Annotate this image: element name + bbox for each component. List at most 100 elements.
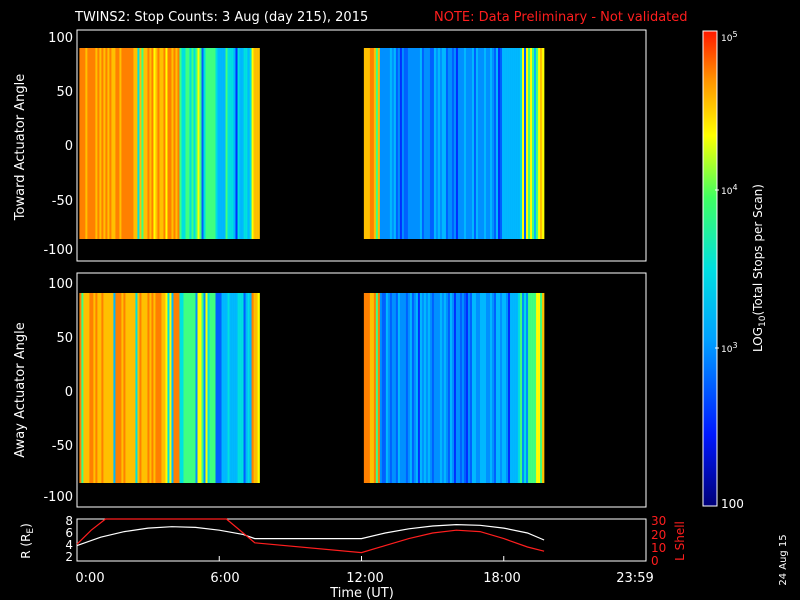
heatmap-cell <box>445 293 449 483</box>
heatmap-cell <box>145 293 148 483</box>
heatmap-cell <box>421 48 425 239</box>
heatmap-cell <box>481 293 485 483</box>
heatmap-cell <box>93 48 96 239</box>
heatmap-cell <box>133 293 136 483</box>
heatmap-cell <box>209 293 212 483</box>
heatmap-cell <box>512 48 515 239</box>
heatmap-cell <box>219 293 222 483</box>
heatmap-cell <box>235 293 238 483</box>
heatmap-cell <box>163 48 166 239</box>
heatmap-cell <box>229 48 232 239</box>
heatmap-cell <box>209 48 212 239</box>
heatmap-cell <box>117 48 120 239</box>
heatmap-cell <box>155 293 158 483</box>
heatmap-cell <box>181 48 184 239</box>
heatmap-cell <box>496 48 499 239</box>
heatmap-cell <box>427 48 431 239</box>
heatmap-cell <box>504 48 507 239</box>
heatmap-cell <box>191 293 194 483</box>
heatmap-cell <box>91 293 94 483</box>
heatmap-cell <box>239 293 242 483</box>
heatmap-cell <box>211 293 214 483</box>
xtick-label: 0:00 <box>75 571 104 586</box>
heatmap-cell <box>241 293 244 483</box>
colorbar-label-sub: 10 <box>758 315 768 327</box>
heatmap-cell <box>514 48 517 239</box>
heatmap-cell <box>195 48 198 239</box>
r-axis-label-main: R (R <box>19 534 33 559</box>
heatmap-cell <box>401 48 405 239</box>
chart-title: TWINS2: Stop Counts: 3 Aug (day 215), 20… <box>74 10 368 25</box>
date-stamp: 24 Aug 15 <box>778 534 789 585</box>
heatmap-cell <box>123 48 126 239</box>
ytick-label: 50 <box>56 85 73 100</box>
heatmap-cell <box>187 293 190 483</box>
heatmap-cell <box>449 48 453 239</box>
heatmap-cell <box>425 48 429 239</box>
ytick-label: 4 <box>65 538 73 552</box>
heatmap-cell <box>425 293 429 483</box>
ytick-label-right: 10 <box>651 541 666 555</box>
heatmap-cell <box>143 293 146 483</box>
heatmap-cell <box>127 48 130 239</box>
heatmap-cell <box>526 293 529 483</box>
heatmap-cell <box>141 293 144 483</box>
heatmap-cell <box>516 48 519 239</box>
heatmap-cell <box>542 48 545 239</box>
heatmap-cell <box>540 293 543 483</box>
heatmap-cell <box>181 293 184 483</box>
ytick-label: 2 <box>65 550 73 564</box>
ytick-label: 100 <box>48 31 73 46</box>
heatmap-cell <box>131 293 134 483</box>
heatmap-cell <box>479 48 483 239</box>
heatmap-cell <box>103 293 106 483</box>
ytick-label: 50 <box>56 331 73 346</box>
heatmap-cell <box>381 48 385 239</box>
heatmap-cell <box>109 293 112 483</box>
heatmap-cell <box>399 293 403 483</box>
heatmap-away-segment-2 <box>363 293 545 483</box>
heatmap-cell <box>109 48 112 239</box>
heatmap-cell <box>423 48 427 239</box>
heatmap-cell <box>385 293 389 483</box>
heatmap-cell <box>395 48 399 239</box>
heatmap-cell <box>528 293 531 483</box>
heatmap-cell <box>221 293 224 483</box>
heatmap-cell <box>129 48 132 239</box>
heatmap-cell <box>365 48 369 239</box>
heatmap-cell <box>391 293 395 483</box>
heatmap-cell <box>121 48 124 239</box>
heatmap-cell <box>125 48 128 239</box>
heatmap-cell <box>137 48 140 239</box>
panel-toward: 100 50 0 -50 -100 Toward Actuator Angle <box>13 29 647 262</box>
heatmap-cell <box>193 48 196 239</box>
ytick-label: 0 <box>65 385 73 400</box>
heatmap-cell <box>481 48 485 239</box>
heatmap-cell <box>241 48 244 239</box>
heatmap-cell <box>463 293 467 483</box>
heatmap-cell <box>203 293 206 483</box>
heatmap-cell <box>243 48 246 239</box>
heatmap-cell <box>367 293 371 483</box>
heatmap-cell <box>111 293 114 483</box>
heatmap-cell <box>469 48 473 239</box>
heatmap-cell <box>536 293 539 483</box>
xtick-label: 18:00 <box>483 571 520 586</box>
heatmap-cell <box>115 293 118 483</box>
colorbar-tick-exp: 5 <box>732 30 737 39</box>
heatmap-cell <box>251 48 254 239</box>
heatmap-cell <box>367 48 371 239</box>
heatmap-cell <box>397 48 401 239</box>
heatmap-cell <box>169 293 172 483</box>
heatmap-cell <box>520 48 523 239</box>
panel-orbit: 8 6 4 2 R (RE) 30 20 10 0 L Shell 0:00 6… <box>19 514 687 600</box>
heatmap-cell <box>469 293 473 483</box>
heatmap-cell <box>245 48 248 239</box>
colorbar-tick-label: 105 <box>721 30 738 44</box>
heatmap-cell <box>247 293 250 483</box>
ytick-label-right: 0 <box>651 554 659 568</box>
heatmap-cell <box>169 48 172 239</box>
heatmap-cell <box>395 293 399 483</box>
x-axis-label: Time (UT) <box>329 586 394 600</box>
